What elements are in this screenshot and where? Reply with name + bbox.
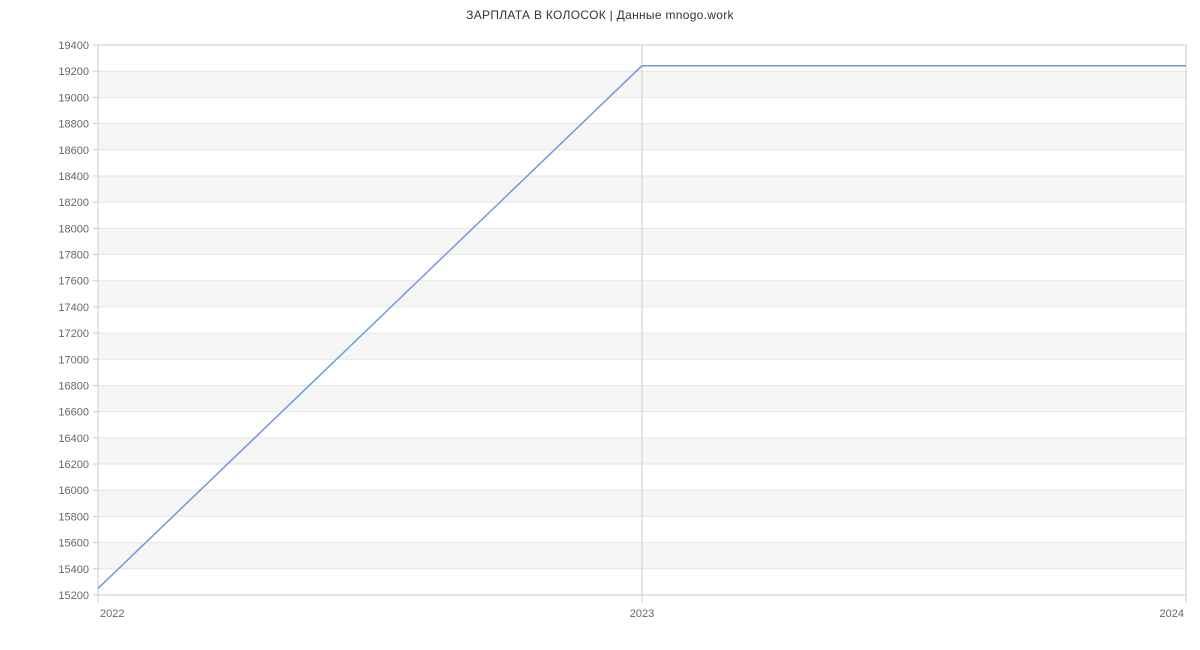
chart-area: 15200 15400 15600 15800 16000 16200 16400 16600… <box>0 30 1200 630</box>
chart-svg: 15200 15400 15600 15800 16000 16200 16400 16600… <box>0 30 1200 630</box>
x-tick-label: 2022 <box>100 608 124 620</box>
y-tick-label: 16800 <box>58 380 89 392</box>
y-tick-label: 16600 <box>58 407 89 419</box>
chart-title: ЗАРПЛАТА В КОЛОСОК | Данные mnogo.work <box>0 0 1200 22</box>
y-tick-label: 15400 <box>58 564 89 576</box>
y-tick-label: 18400 <box>58 171 89 183</box>
y-tick-label: 15200 <box>58 590 89 602</box>
y-tick-label: 18600 <box>58 145 89 157</box>
y-tick-label: 16000 <box>58 485 89 497</box>
y-tick-label: 19400 <box>58 40 89 52</box>
y-tick-label: 18200 <box>58 197 89 209</box>
y-tick-label: 16400 <box>58 433 89 445</box>
y-tick-label: 17800 <box>58 250 89 262</box>
y-tick-label: 17400 <box>58 302 89 314</box>
x-tick-label: 2024 <box>1160 608 1184 620</box>
x-tick-label: 2023 <box>630 608 654 620</box>
y-tick-label: 17200 <box>58 328 89 340</box>
y-tick-label: 18800 <box>58 119 89 131</box>
y-tick-label: 19200 <box>58 66 89 78</box>
y-tick-label: 17600 <box>58 276 89 288</box>
y-tick-label: 18000 <box>58 223 89 235</box>
y-tick-label: 16200 <box>58 459 89 471</box>
y-tick-label: 15800 <box>58 511 89 523</box>
y-tick-label: 19000 <box>58 92 89 104</box>
y-tick-label: 17000 <box>58 354 89 366</box>
y-tick-label: 15600 <box>58 538 89 550</box>
